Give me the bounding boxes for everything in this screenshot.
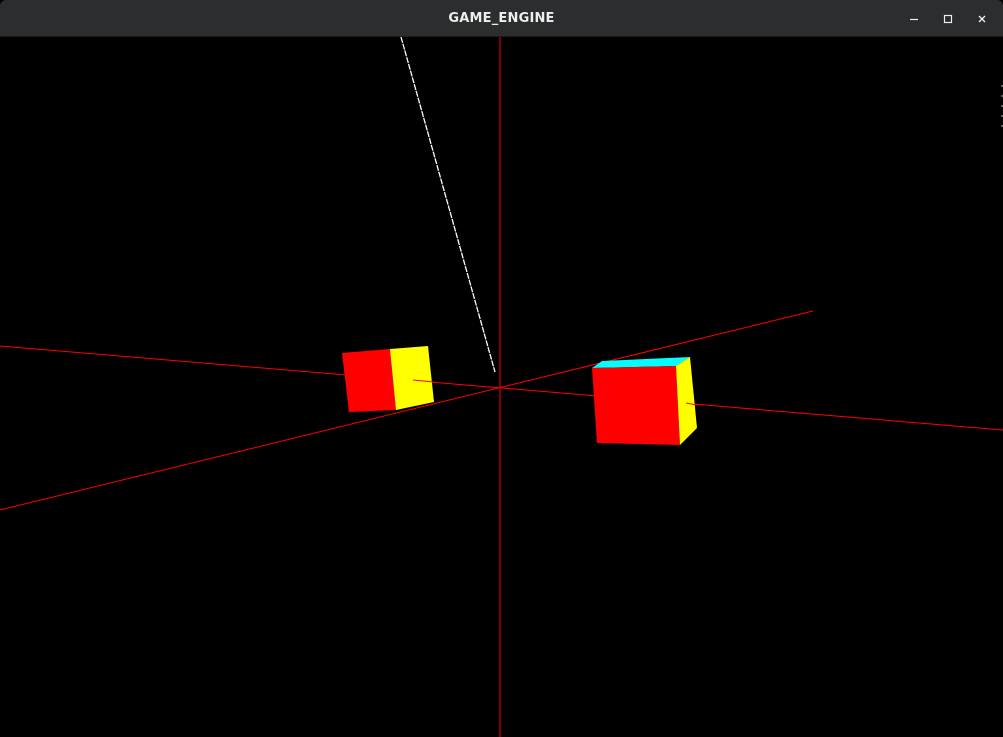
scene-canvas xyxy=(0,37,1003,737)
render-viewport[interactable] xyxy=(0,37,1003,737)
maximize-button[interactable] xyxy=(931,0,965,37)
right-cube-side-face xyxy=(676,357,697,445)
close-icon xyxy=(978,15,986,22)
right-cube-axis-overlay xyxy=(685,402,698,406)
maximize-icon xyxy=(943,14,953,23)
minimize-button[interactable] xyxy=(897,0,931,37)
right-cube-top-face xyxy=(592,357,690,368)
window-controls xyxy=(897,0,999,37)
window-title: GAME_ENGINE xyxy=(448,11,555,26)
minimize-icon xyxy=(910,18,918,20)
right-cube xyxy=(592,357,698,445)
axis-depth xyxy=(0,310,814,511)
left-cube-axis-overlay xyxy=(412,379,435,383)
right-cube-front-face xyxy=(592,366,680,445)
title-bar[interactable]: GAME_ENGINE xyxy=(0,0,1003,37)
left-cube xyxy=(342,346,435,412)
close-button[interactable] xyxy=(965,0,999,37)
axis-horizontal xyxy=(0,345,1003,431)
white-ray xyxy=(400,37,496,373)
left-cube-side-face xyxy=(390,346,434,410)
left-cube-front-face xyxy=(342,349,396,412)
